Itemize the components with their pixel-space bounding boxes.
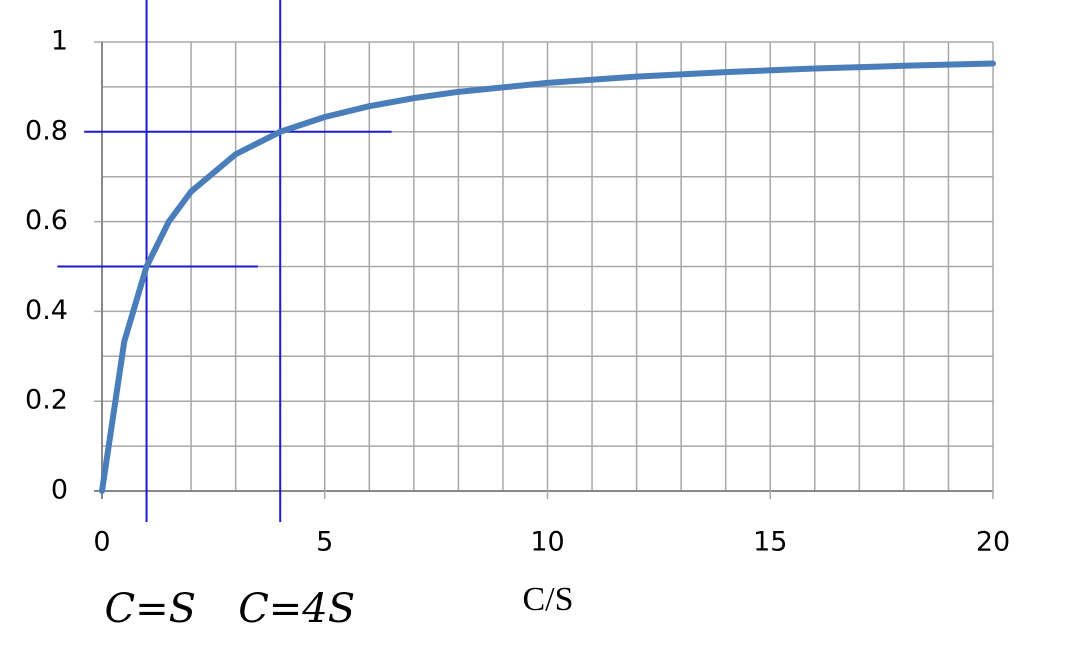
y-tick-label: 0.2 <box>25 385 68 416</box>
x-tick-label: 20 <box>976 527 1010 558</box>
x-tick-label: 5 <box>316 527 333 558</box>
x-axis-label: C/S <box>522 581 573 618</box>
y-tick-label: 0.8 <box>25 115 68 146</box>
x-tick-label: 15 <box>753 527 787 558</box>
y-tick-label: 1 <box>51 26 68 57</box>
annotation: C=S <box>105 586 197 632</box>
y-tick-label: 0 <box>51 475 68 506</box>
x-tick-label: 10 <box>530 527 564 558</box>
y-tick-label: 0.6 <box>25 205 68 236</box>
annotation: C=4S <box>238 586 355 632</box>
y-tick-label: 0.4 <box>25 295 68 326</box>
x-tick-label: 0 <box>93 527 110 558</box>
data-line <box>99 60 996 494</box>
